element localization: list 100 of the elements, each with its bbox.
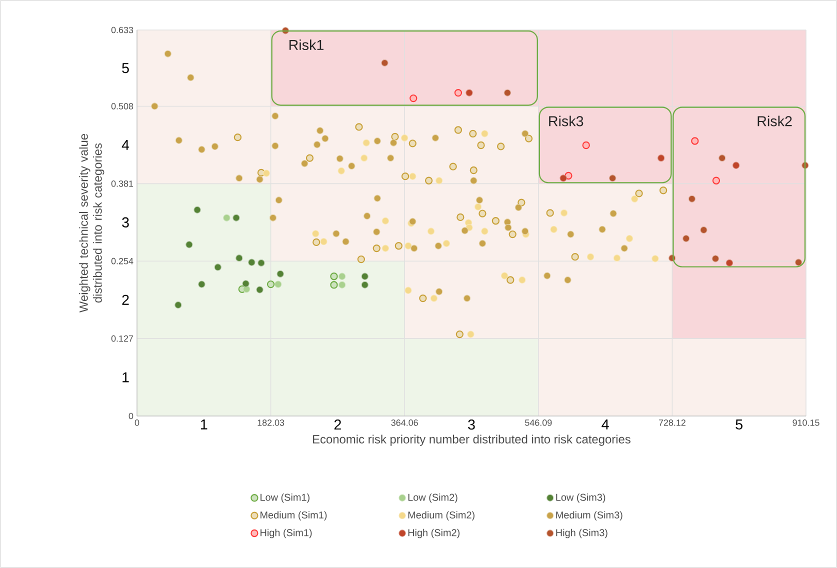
point xyxy=(691,137,699,145)
point xyxy=(546,209,554,217)
y-tick-label: 0.381 xyxy=(111,180,134,187)
point xyxy=(449,162,457,170)
point xyxy=(419,294,427,302)
point xyxy=(404,242,412,250)
point xyxy=(357,255,366,264)
x-tick-label: 0 xyxy=(134,420,140,426)
point xyxy=(567,230,574,238)
legend-label: Medium (Sim1) xyxy=(260,511,327,520)
point xyxy=(316,127,324,134)
point xyxy=(404,286,412,294)
point xyxy=(598,226,606,233)
point xyxy=(500,272,508,280)
point xyxy=(432,134,440,142)
point xyxy=(442,240,450,248)
point xyxy=(613,254,621,262)
point xyxy=(338,167,345,174)
point xyxy=(427,228,435,235)
point xyxy=(456,213,464,222)
point xyxy=(382,217,390,224)
text: 2 xyxy=(122,294,129,305)
point xyxy=(522,130,529,138)
point xyxy=(467,330,474,338)
text: 2 xyxy=(334,420,341,430)
point xyxy=(635,190,643,198)
annotation: Risk2 xyxy=(758,116,792,126)
point xyxy=(732,162,740,169)
point xyxy=(272,142,279,150)
point xyxy=(476,196,484,204)
point xyxy=(456,330,464,338)
point xyxy=(266,280,275,288)
point xyxy=(524,134,533,142)
point xyxy=(234,133,242,142)
point xyxy=(481,130,488,138)
point xyxy=(214,264,222,271)
point xyxy=(198,280,206,288)
point xyxy=(682,234,690,242)
point xyxy=(463,294,471,302)
point xyxy=(256,176,264,183)
point xyxy=(470,166,478,174)
point xyxy=(436,288,443,296)
point xyxy=(330,281,338,289)
point xyxy=(236,254,243,262)
point xyxy=(348,162,356,170)
point xyxy=(544,272,551,280)
point xyxy=(381,59,388,67)
y-tick-label: 0.254 xyxy=(111,258,134,264)
text: 5 xyxy=(736,420,742,430)
point xyxy=(372,244,380,252)
point xyxy=(401,172,410,180)
point xyxy=(338,281,346,288)
point xyxy=(508,230,516,238)
point xyxy=(688,195,696,202)
point xyxy=(363,212,371,220)
text: 4 xyxy=(602,420,609,430)
point xyxy=(258,259,265,267)
annotation: Risk1 xyxy=(289,40,324,50)
y-tick-label: 0.633 xyxy=(111,26,134,34)
text: 1 xyxy=(201,420,208,430)
point xyxy=(400,134,408,142)
point xyxy=(387,154,394,162)
point xyxy=(466,89,473,96)
point xyxy=(336,155,344,162)
point xyxy=(355,123,363,131)
point xyxy=(187,74,194,82)
point xyxy=(631,195,638,202)
legend-label: High (Sim1) xyxy=(260,528,312,538)
point xyxy=(198,146,206,154)
point xyxy=(478,240,486,248)
point xyxy=(312,230,320,238)
point xyxy=(474,203,482,210)
point xyxy=(256,286,264,294)
point xyxy=(712,176,720,184)
point xyxy=(522,228,529,235)
text: 1 xyxy=(122,372,129,382)
text: 5 xyxy=(122,63,129,74)
point xyxy=(658,154,665,162)
point xyxy=(481,228,488,235)
legend-label: Medium (Sim3) xyxy=(556,511,622,520)
point xyxy=(626,234,634,242)
x-tick-label: 546.09 xyxy=(525,420,552,426)
point xyxy=(374,137,381,145)
point xyxy=(362,139,370,146)
point xyxy=(434,242,442,250)
point xyxy=(373,228,380,236)
legend-label: Low (Sim3) xyxy=(556,494,606,503)
point xyxy=(312,238,320,246)
point xyxy=(360,154,368,162)
point xyxy=(409,172,416,180)
x-axis-title: Economic risk priority number distributed into risk categories xyxy=(313,434,630,446)
legend-label: Low (Sim2) xyxy=(408,494,458,503)
annotation: Risk3 xyxy=(549,116,584,126)
point xyxy=(424,176,433,184)
point xyxy=(276,270,284,278)
point xyxy=(504,89,512,96)
point xyxy=(175,136,182,144)
point xyxy=(274,280,282,288)
point xyxy=(478,210,486,218)
point xyxy=(506,276,514,284)
